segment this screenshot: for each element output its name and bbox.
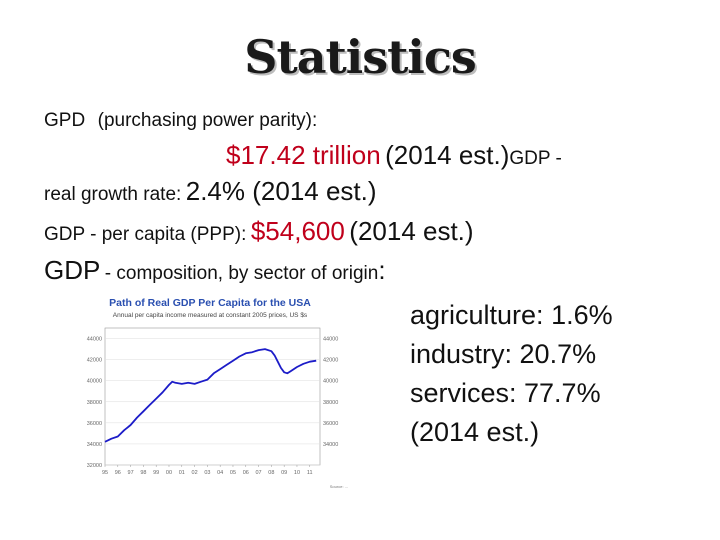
sector-estimate-note: (2014 est.) <box>410 417 540 447</box>
chart-subtitle: Annual per capita income measured at con… <box>113 312 308 319</box>
chart-y-tick-left: 42000 <box>87 358 102 364</box>
chart-y-tick-left: 36000 <box>87 421 102 427</box>
sector-services: services: 77.7% <box>410 378 601 408</box>
chart-y-tick-left: 38000 <box>87 400 102 406</box>
per-capita-value: $54,600 <box>250 216 345 246</box>
chart-y-tick-left: 32000 <box>87 463 102 469</box>
chart-x-tick-label: 06 <box>243 470 249 476</box>
chart-series <box>104 348 317 443</box>
chart-y-ticks: 44000 42000 40000 38000 36000 34000 32000 44000… <box>87 337 339 469</box>
gdp-ppp-value-line: $17.42 trillion (2014 est.)GDP - <box>226 140 562 171</box>
sector-list: agriculture: 1.6% industry: 20.7% servic… <box>410 296 613 452</box>
composition-line: GDP - composition, by sector of origin: <box>44 255 386 286</box>
chart-x-tick-label: 11 <box>307 470 313 476</box>
composition-label-big: GDP <box>44 255 101 285</box>
chart-x-tick-label: 98 <box>140 470 146 476</box>
gdp-per-capita-chart: Path of Real GDP Per Capita for the USA … <box>60 295 360 490</box>
composition-colon: : <box>378 255 386 285</box>
gdp-ppp-value: $17.42 trillion <box>226 140 381 170</box>
chart-x-tick-label: 08 <box>268 470 274 476</box>
growth-label-tail: GDP - <box>509 148 562 169</box>
chart-x-tick-label: 95 <box>102 470 108 476</box>
chart-x-tick-label: 03 <box>204 470 210 476</box>
chart-y-tick-right: 38000 <box>323 400 338 406</box>
growth-line: real growth rate: 2.4% (2014 est.) <box>44 176 377 207</box>
chart-x-tick-label: 07 <box>256 470 262 476</box>
chart-source: Source: ... <box>330 484 348 489</box>
composition-label-rest: - composition, by sector of origin <box>104 263 379 284</box>
chart-y-tick-left: 34000 <box>87 442 102 448</box>
chart-x-tick-label: 05 <box>230 470 236 476</box>
gdp-ppp-note: (2014 est.) <box>385 140 510 170</box>
chart-y-tick-right: 42000 <box>323 358 338 364</box>
sector-agriculture: agriculture: 1.6% <box>410 300 613 330</box>
gdp-ppp-line: GPD (purchasing power parity): <box>44 110 317 132</box>
sector-industry: industry: 20.7% <box>410 339 597 369</box>
chart-x-tick-label: 00 <box>166 470 172 476</box>
chart-y-tick-right: 44000 <box>323 337 338 343</box>
chart-y-tick-left: 44000 <box>87 337 102 343</box>
chart-title: Path of Real GDP Per Capita for the USA <box>109 297 311 309</box>
chart-x-tick-label: 10 <box>294 470 300 476</box>
chart-y-tick-right: 40000 <box>323 379 338 385</box>
chart-y-tick-left: 40000 <box>87 379 102 385</box>
gdp-ppp-label: GPD <box>44 110 86 131</box>
chart-svg: Path of Real GDP Per Capita for the USA … <box>87 297 348 489</box>
per-capita-line: GDP - per capita (PPP): $54,600 (2014 es… <box>44 216 474 247</box>
per-capita-label: GDP - per capita (PPP): <box>44 224 247 245</box>
chart-x-tick-label: 04 <box>217 470 223 476</box>
chart-y-tick-right: 34000 <box>323 442 338 448</box>
chart-x-tick-label: 09 <box>281 470 287 476</box>
slide-title: Statistics <box>244 30 477 84</box>
chart-x-tick-label: 99 <box>153 470 159 476</box>
chart-x-tick-label: 02 <box>192 470 198 476</box>
chart-x-tick-label: 01 <box>179 470 185 476</box>
chart-x-tick-label: 96 <box>115 470 121 476</box>
gdp-ppp-sub: (purchasing power parity) <box>97 110 313 131</box>
gdp-ppp-colon: : <box>312 110 318 131</box>
chart-y-tick-right: 36000 <box>323 421 338 427</box>
chart-x-ticks: 95 96 97 98 99 00 01 02 03 04 05 06 07 08 09 10 11 <box>102 465 313 476</box>
chart-plot-frame <box>104 327 321 466</box>
chart-grid <box>104 327 321 466</box>
per-capita-note: (2014 est.) <box>349 216 474 246</box>
chart-series-line <box>104 348 317 443</box>
chart-x-tick-label: 97 <box>128 470 134 476</box>
growth-label: real growth rate: <box>44 184 182 205</box>
growth-value: 2.4% (2014 est.) <box>185 176 377 206</box>
